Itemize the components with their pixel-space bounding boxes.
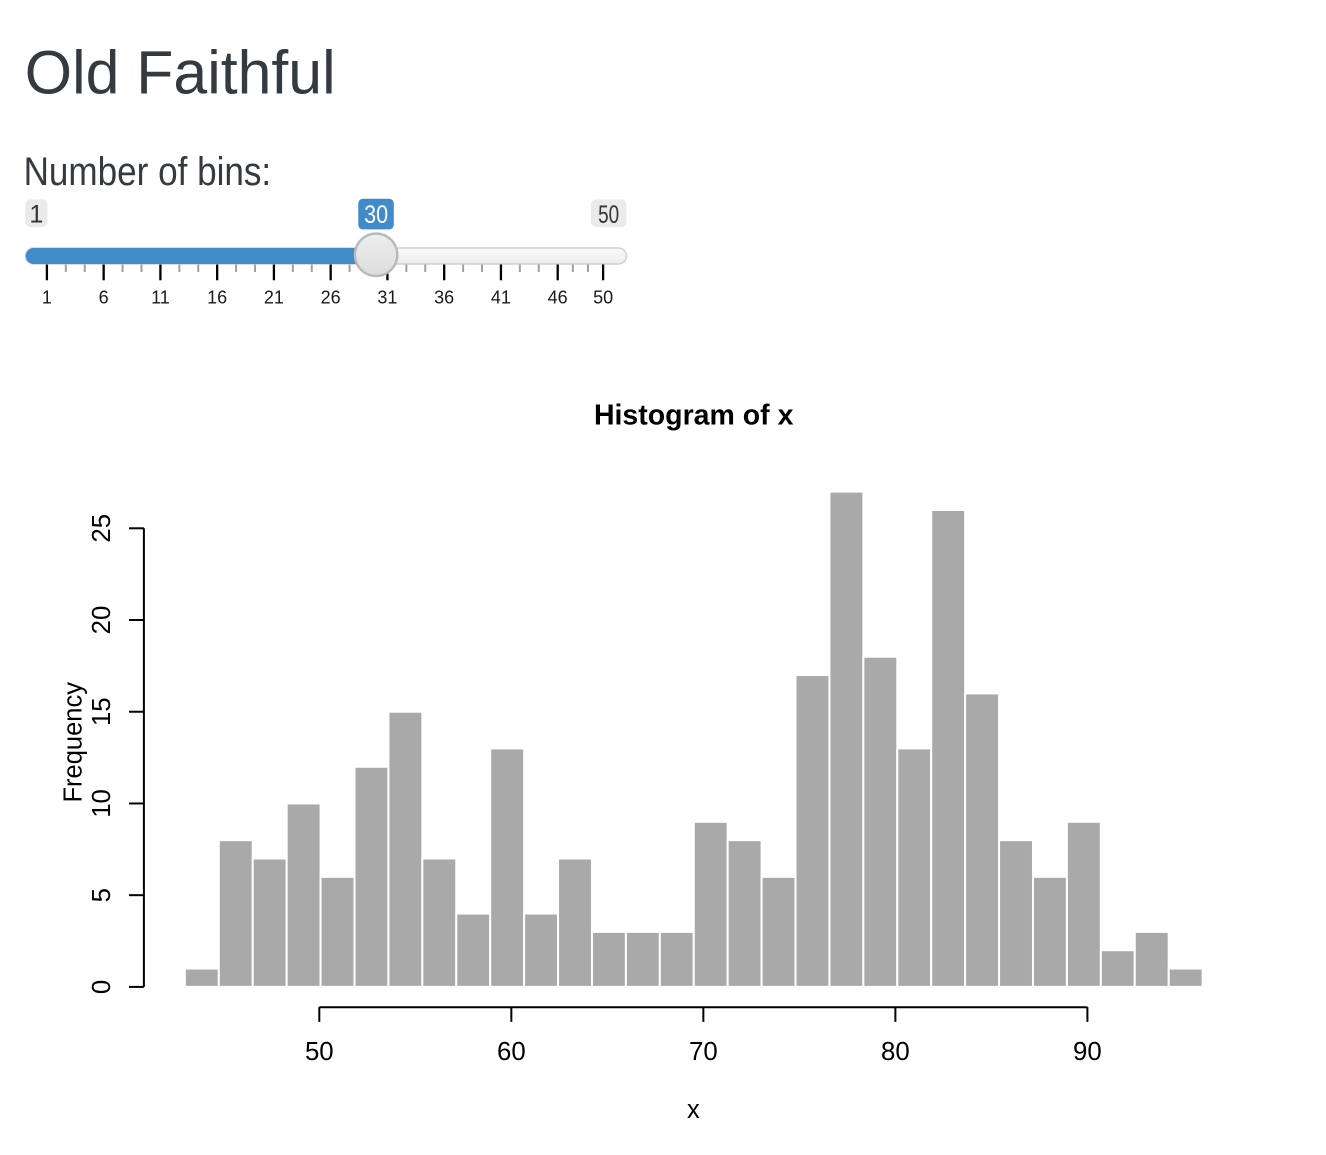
- svg-text:6: 6: [99, 288, 109, 308]
- svg-text:Old Faithful: Old Faithful: [25, 39, 336, 107]
- svg-text:15: 15: [88, 697, 116, 726]
- svg-text:1: 1: [42, 288, 52, 308]
- svg-text:10: 10: [88, 789, 116, 818]
- svg-text:25: 25: [88, 514, 116, 543]
- svg-text:30: 30: [364, 201, 388, 229]
- svg-text:46: 46: [548, 288, 568, 308]
- svg-text:20: 20: [88, 606, 116, 635]
- svg-text:50: 50: [598, 201, 619, 229]
- svg-text:Number of bins:: Number of bins:: [24, 150, 272, 194]
- svg-text:90: 90: [1073, 1038, 1102, 1066]
- svg-text:26: 26: [321, 288, 341, 308]
- svg-text:16: 16: [207, 288, 227, 308]
- svg-text:1: 1: [29, 200, 43, 228]
- svg-text:36: 36: [434, 288, 454, 308]
- svg-text:50: 50: [305, 1038, 334, 1066]
- svg-text:80: 80: [881, 1038, 910, 1066]
- svg-text:Histogram of x: Histogram of x: [594, 400, 794, 432]
- svg-text:x: x: [687, 1096, 700, 1124]
- svg-text:70: 70: [689, 1038, 718, 1066]
- svg-text:60: 60: [497, 1038, 526, 1066]
- svg-text:Frequency: Frequency: [60, 682, 88, 803]
- svg-text:21: 21: [264, 288, 284, 308]
- svg-text:11: 11: [151, 288, 170, 308]
- svg-text:50: 50: [593, 288, 613, 308]
- svg-text:0: 0: [88, 980, 116, 994]
- svg-text:41: 41: [491, 288, 511, 308]
- svg-text:31: 31: [377, 288, 397, 308]
- svg-text:5: 5: [88, 888, 116, 902]
